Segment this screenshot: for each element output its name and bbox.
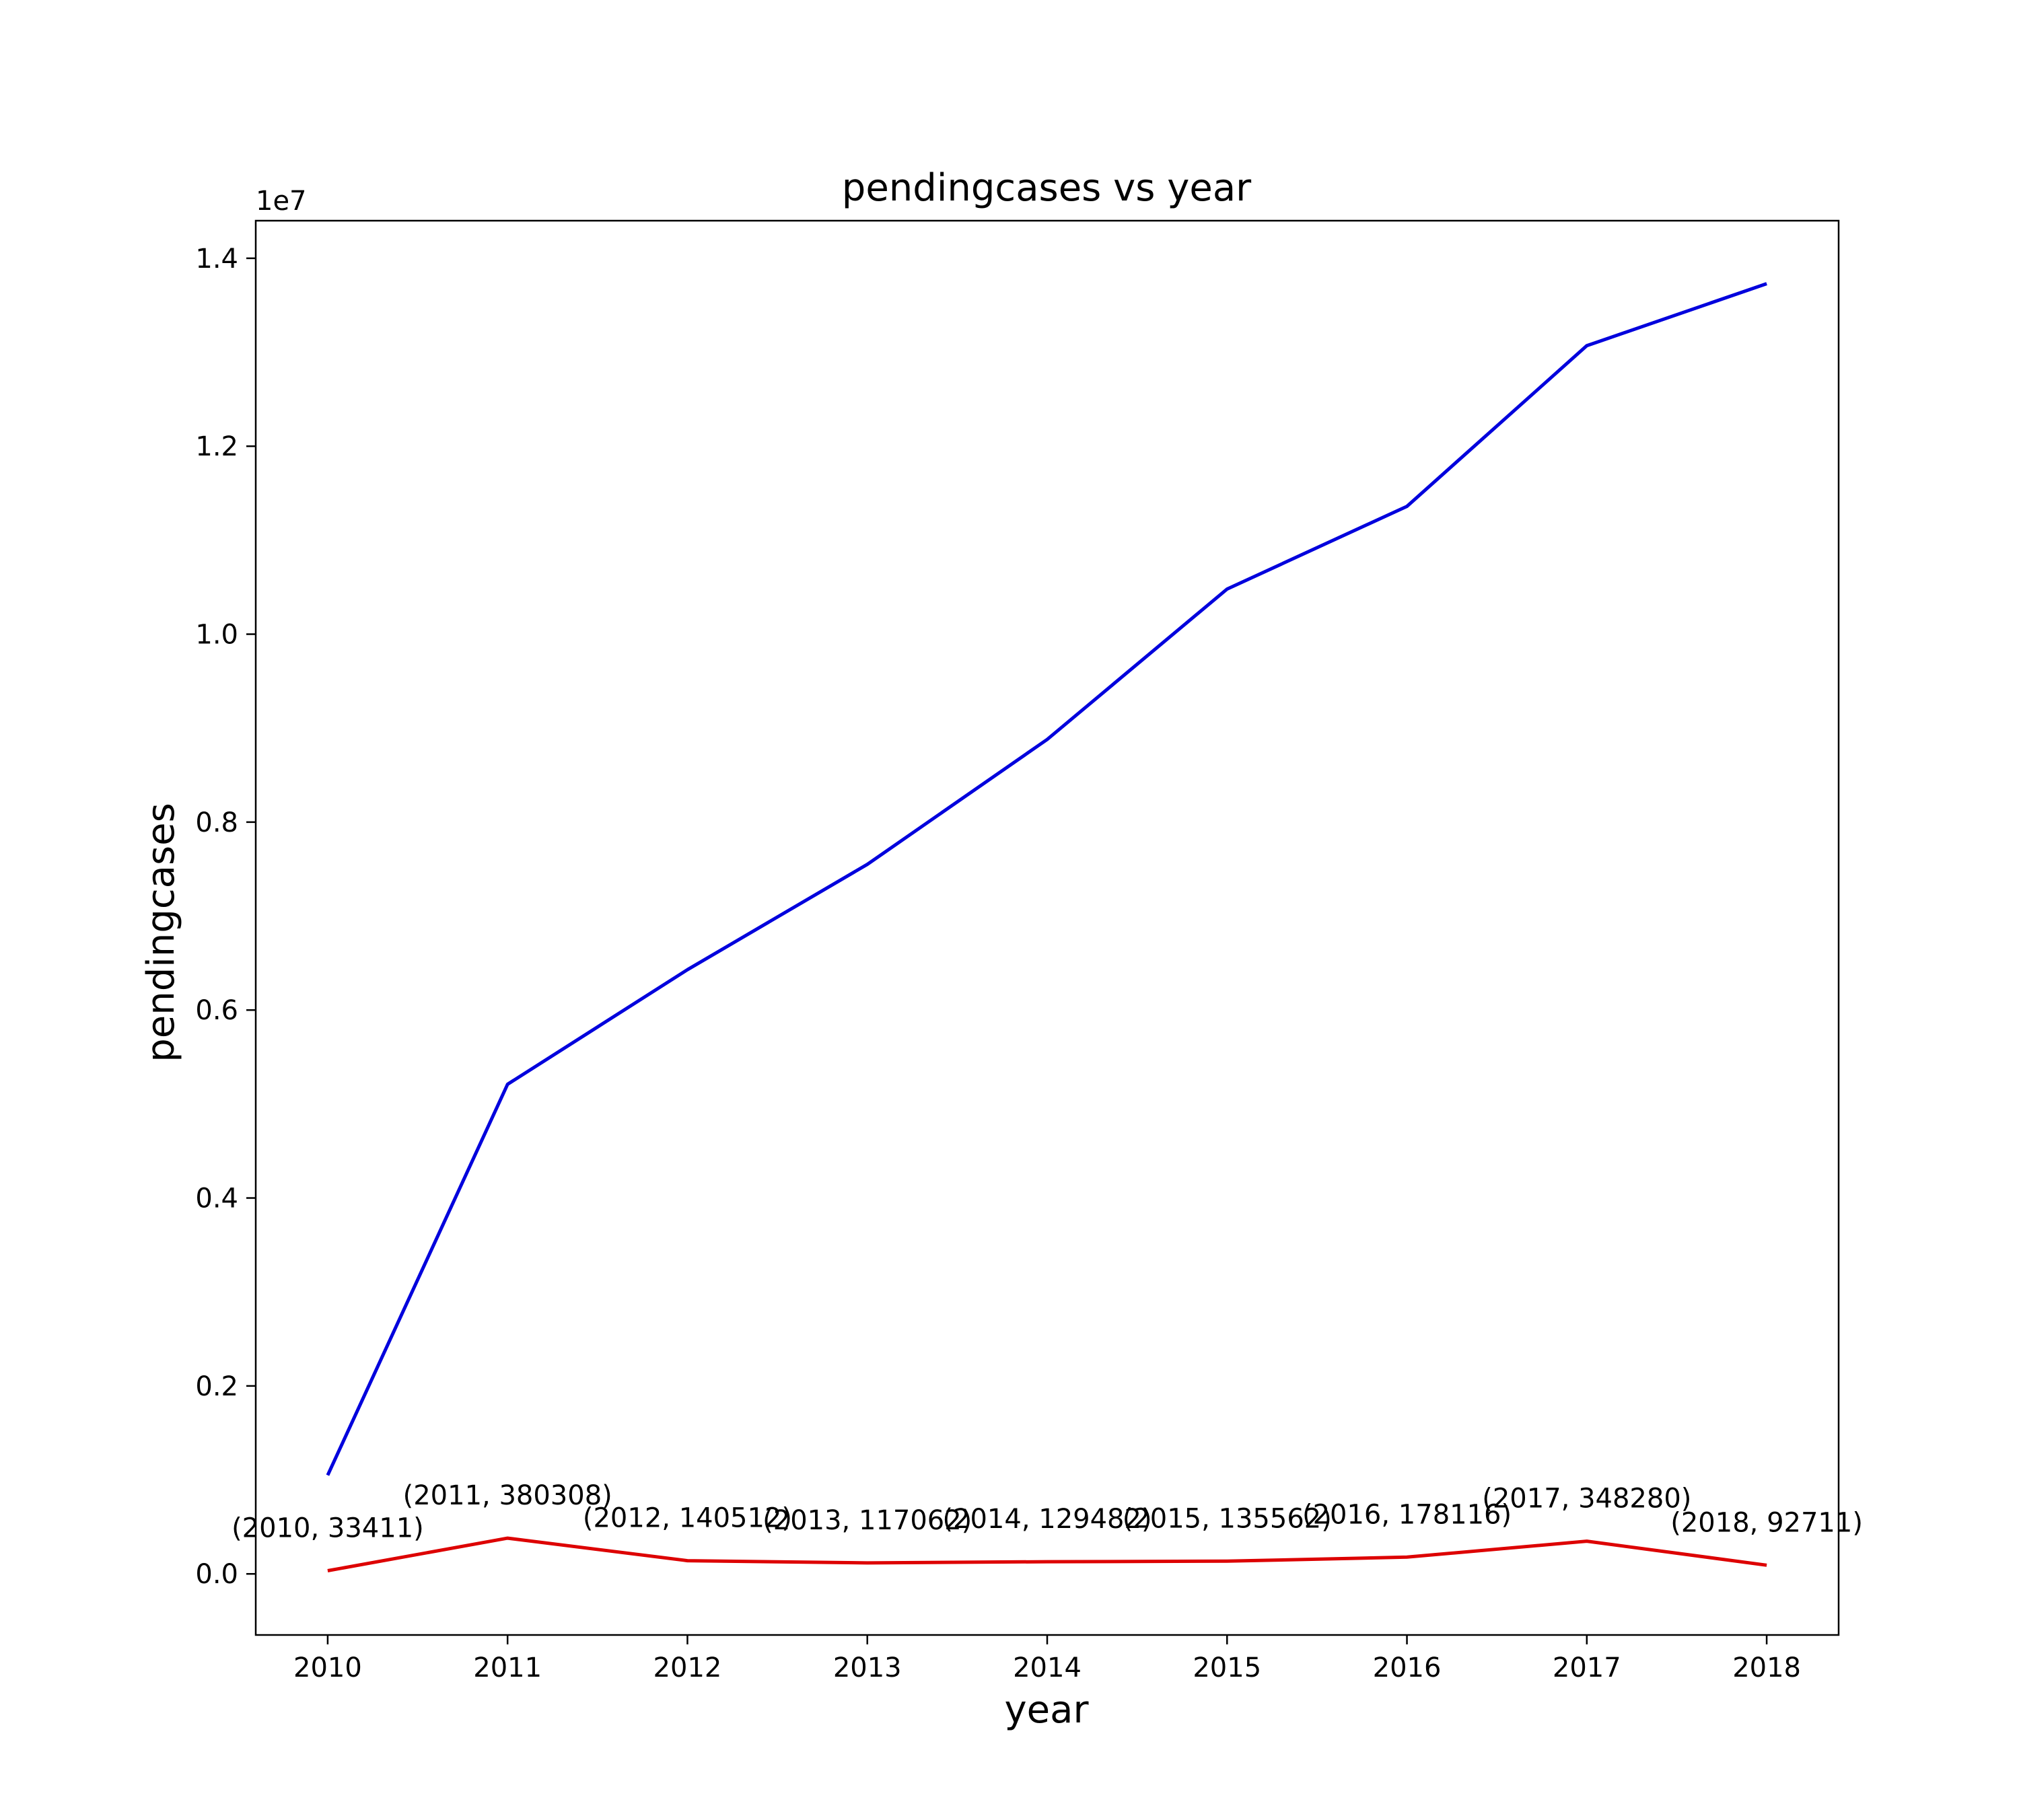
y-tick-label: 1.4 bbox=[195, 244, 238, 275]
x-tick-label: 2016 bbox=[1373, 1652, 1442, 1683]
data-label: (2018, 92711) bbox=[1670, 1507, 1863, 1538]
y-tick-label: 0.2 bbox=[195, 1371, 238, 1402]
data-label: (2017, 348280) bbox=[1482, 1484, 1691, 1515]
x-tick-label: 2012 bbox=[653, 1652, 722, 1683]
data-label: (2013, 117062) bbox=[763, 1505, 972, 1536]
x-tick-label: 2010 bbox=[293, 1652, 362, 1683]
y-tick-label: 0.8 bbox=[195, 807, 238, 838]
plot-area: 2010 2011 2012 2013 2014 2015 2016 2017 2018 0.0 0… bbox=[195, 219, 1863, 1683]
y-tick-label: 1.2 bbox=[195, 431, 238, 462]
series-line-2 bbox=[327, 1536, 1767, 1572]
data-label: (2010, 33411) bbox=[232, 1513, 424, 1544]
x-tick-label: 2011 bbox=[473, 1652, 542, 1683]
data-label: (2011, 380308) bbox=[403, 1480, 612, 1511]
x-tick-label: 2018 bbox=[1732, 1652, 1801, 1683]
x-tick-label: 2013 bbox=[833, 1652, 902, 1683]
x-tick-label: 2017 bbox=[1553, 1652, 1621, 1683]
y-tick-label: 0.4 bbox=[195, 1184, 238, 1214]
y-tick-label: 1.0 bbox=[195, 620, 238, 651]
x-tick-label: 2014 bbox=[1013, 1652, 1082, 1683]
x-axis-title: year bbox=[1005, 1688, 1090, 1732]
data-label: (2016, 178116) bbox=[1302, 1499, 1512, 1530]
data-label: (2012, 140512) bbox=[583, 1503, 792, 1534]
series-line-1 bbox=[326, 282, 1767, 1476]
data-label: (2015, 135562) bbox=[1123, 1503, 1332, 1534]
data-label: (2014, 129482) bbox=[942, 1504, 1152, 1535]
y-axis-title: pendingcases bbox=[139, 803, 183, 1062]
x-tick-label: 2015 bbox=[1193, 1652, 1261, 1683]
y-tick-label: 0.0 bbox=[195, 1559, 238, 1590]
y-offset-label: 1e7 bbox=[256, 186, 307, 217]
y-tick-label: 0.6 bbox=[195, 995, 238, 1026]
chart-title: pendingcases vs year bbox=[842, 166, 1252, 210]
